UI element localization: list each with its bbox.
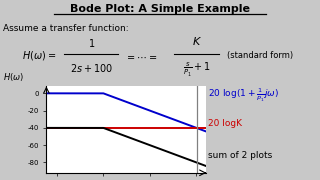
Text: 20 log$(1+\frac{1}{P_1}j\omega)$: 20 log$(1+\frac{1}{P_1}j\omega)$ (207, 86, 278, 104)
Text: (standard form): (standard form) (227, 51, 293, 60)
Text: 20 logK: 20 logK (207, 119, 242, 128)
Text: $H(\omega)$: $H(\omega)$ (3, 71, 24, 83)
Text: $1$: $1$ (88, 37, 95, 49)
Text: $\frac{s}{P_1}+1$: $\frac{s}{P_1}+1$ (183, 61, 211, 79)
Text: sum of 2 plots: sum of 2 plots (207, 151, 272, 160)
Text: Assume a transfer function:: Assume a transfer function: (3, 24, 129, 33)
Text: $=\cdots=$: $=\cdots=$ (125, 51, 157, 61)
Text: $2s+100$: $2s+100$ (70, 62, 113, 74)
Text: Bode Plot: A Simple Example: Bode Plot: A Simple Example (70, 4, 250, 15)
Text: $H(\omega)=$: $H(\omega)=$ (22, 49, 57, 62)
Text: $K$: $K$ (192, 35, 202, 47)
